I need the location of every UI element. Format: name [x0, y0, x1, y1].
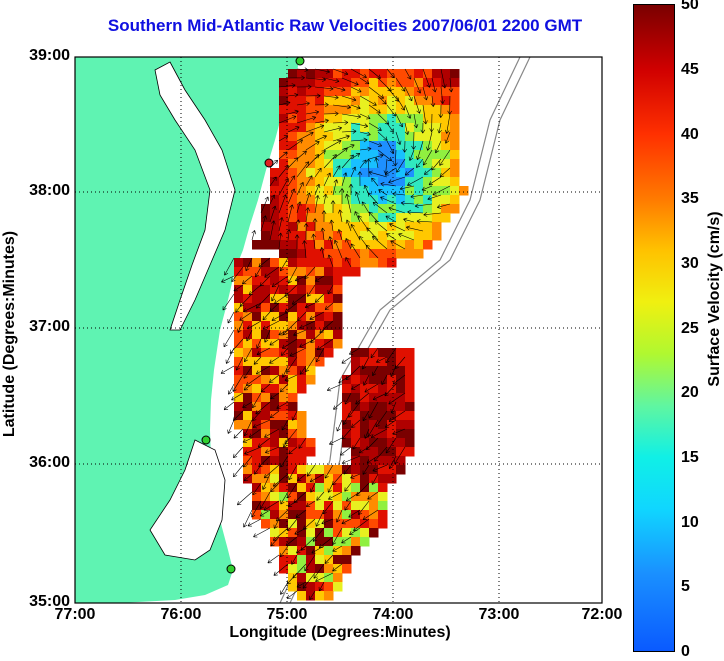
colorbar-tick-label: 0 [681, 643, 690, 660]
radar-site-marker [264, 158, 274, 168]
sound-water [149, 439, 226, 561]
velocity-arrows [220, 67, 454, 601]
colorbar [633, 4, 675, 652]
y-tick-label: 37:00 [29, 318, 70, 335]
colorbar-tick-label: 25 [681, 320, 699, 337]
y-tick-label: 39:00 [29, 47, 70, 64]
x-axis-title: Longitude (Degrees:Minutes) [229, 624, 451, 641]
colorbar-tick-label: 5 [681, 578, 690, 595]
colorbar-tick-label: 15 [681, 449, 699, 466]
y-tick-label: 38:00 [29, 182, 70, 199]
x-tick-label: 73:00 [478, 606, 520, 623]
colorbar-tick-label: 40 [681, 126, 699, 143]
radar-site-marker [226, 564, 236, 574]
y-tick-label: 35:00 [29, 593, 70, 610]
grid-lines [75, 57, 602, 603]
colorbar-tick-label: 45 [681, 61, 699, 78]
colorbar-tick-label: 35 [681, 190, 699, 207]
bay-water [154, 61, 236, 331]
x-tick-label: 77:00 [54, 606, 96, 623]
colorbar-tick-label: 20 [681, 384, 699, 401]
y-tick-label: 36:00 [29, 454, 70, 471]
land-mass [75, 57, 300, 603]
colorbar-tick-label: 50 [681, 0, 699, 13]
x-tick-label: 75:00 [266, 606, 308, 623]
x-tick-label: 74:00 [372, 606, 414, 623]
chart-title: Southern Mid-Atlantic Raw Velocities 200… [107, 16, 583, 35]
colorbar-tick-label: 10 [681, 514, 699, 531]
radar-site-marker [201, 435, 211, 445]
x-tick-label: 72:00 [581, 606, 623, 623]
plot-frame [74, 56, 603, 604]
x-tick-label: 76:00 [160, 606, 202, 623]
colorbar-tick-label: 30 [681, 255, 699, 272]
radar-site-marker [295, 56, 305, 66]
y-axis-title: Latitude (Degrees:Minutes) [1, 230, 18, 438]
colorbar-title: Surface Velocity (cm/s) [706, 211, 723, 387]
